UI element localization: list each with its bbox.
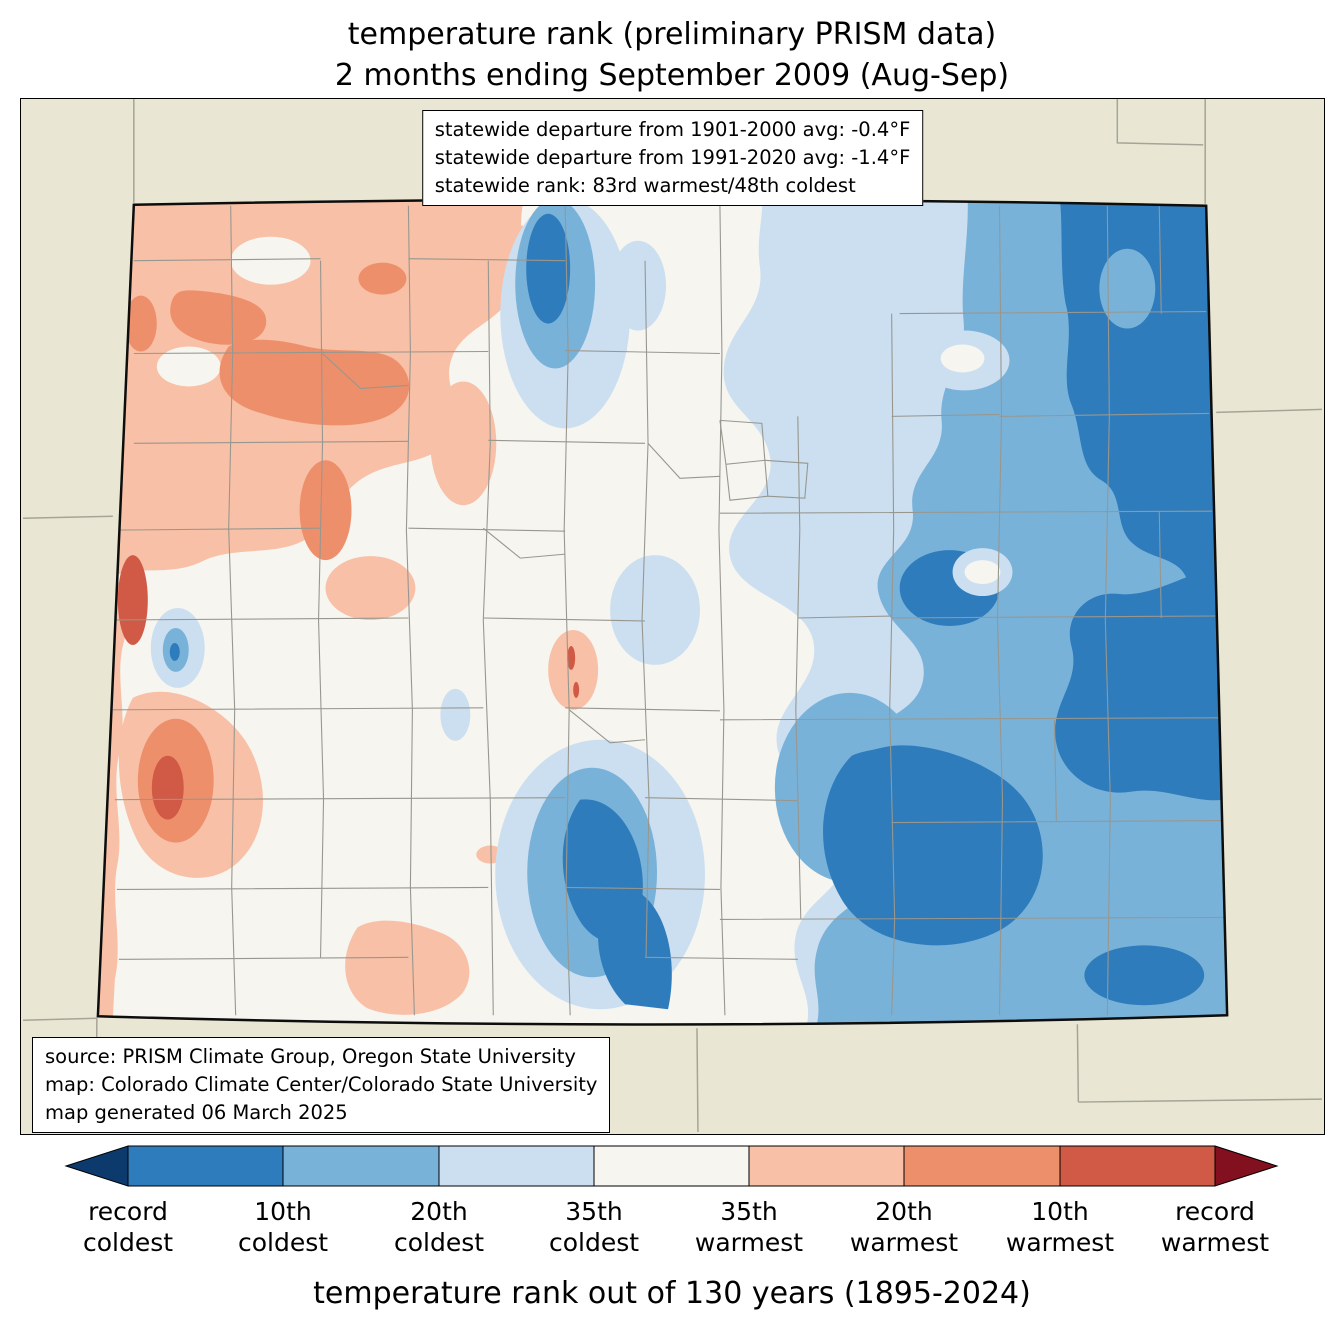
cool-spot-westcenter <box>440 688 471 741</box>
colorado-map <box>22 99 1323 1133</box>
warm-patch-central-west <box>430 381 497 506</box>
colorbar-label-record-coldest: record coldest <box>82 1197 174 1257</box>
stats-line-2: statewide departure from 1991-2020 avg: … <box>434 145 911 169</box>
stats-line-3: statewide rank: 83rd warmest/48th coldes… <box>434 173 856 197</box>
colorbar-label-10th-coldest: 10th coldest <box>237 1197 329 1257</box>
cool-dark-southcentral-2 <box>598 894 672 1010</box>
warm-region-south-bottom <box>345 920 470 1015</box>
source-attribution-box: source: PRISM Climate Group, Oregon Stat… <box>32 1037 611 1133</box>
colorbar-segment-10th-coldest <box>127 1145 284 1187</box>
county-borders <box>108 205 1225 1016</box>
source-line-1: source: PRISM Climate Group, Oregon Stat… <box>45 1045 576 1068</box>
cool-speck-frontrange <box>743 353 760 368</box>
colorbar-segment-35th-warmest <box>748 1145 905 1187</box>
warm-patch-westcenter <box>325 556 416 620</box>
cool-dark-west-speck <box>169 642 180 661</box>
cool-dark-eastcenter <box>1055 567 1228 801</box>
map-frame: statewide departure from 1901-2000 avg: … <box>20 98 1325 1135</box>
county-lines-horizontal <box>108 258 1225 960</box>
neutral-hole-central-east <box>964 560 1001 585</box>
title-line-1: temperature rank (preliminary PRISM data… <box>347 17 997 52</box>
colorbar-label-record-warmest: record warmest <box>1160 1197 1270 1257</box>
colorbar-arrow-record-coldest <box>64 1145 129 1187</box>
cool-dark-southeast-corner <box>1084 945 1205 1006</box>
cool-dark-northcentral <box>526 213 571 324</box>
colorbar-segment-35th-coldest <box>438 1145 595 1187</box>
colorbar-label-35th-coldest: 35th coldest <box>548 1197 640 1257</box>
cool-medium-hole-northeast <box>1099 248 1156 329</box>
warm-hot-center-speck-2 <box>573 681 580 698</box>
neutral-hole-northwest <box>230 236 311 285</box>
colorado-interior <box>97 199 1228 1025</box>
stats-line-1: statewide departure from 1901-2000 avg: … <box>434 118 911 141</box>
colorbar <box>64 1145 1279 1187</box>
warm-hot-southwest <box>151 755 184 820</box>
warm-core-northwest <box>219 339 410 426</box>
colorbar-label-20th-coldest: 20th coldest <box>393 1197 485 1257</box>
colorbar-label-35th-warmest: 35th warmest <box>694 1197 804 1257</box>
source-line-2: map: Colorado Climate Center/Colorado St… <box>45 1072 598 1096</box>
statewide-stats-box: statewide departure from 1901-2000 avg: … <box>421 110 924 206</box>
warm-core-north <box>358 262 407 295</box>
neutral-hole-east <box>940 344 985 373</box>
figure-title: temperature rank (preliminary PRISM data… <box>0 14 1344 96</box>
neutral-hole-west <box>156 346 221 387</box>
colorbar-axis-label: temperature rank out of 130 years (1895-… <box>313 1276 1031 1311</box>
colorbar-segment-20th-warmest <box>903 1145 1061 1187</box>
colorbar-segment-middle <box>593 1145 750 1187</box>
colorbar-segment-10th-warmest <box>1059 1145 1216 1187</box>
title-line-2: 2 months ending September 2009 (Aug-Sep) <box>334 58 1010 93</box>
colorbar-arrow-record-warmest <box>1214 1145 1279 1187</box>
colorbar-segment-20th-coldest <box>282 1145 440 1187</box>
warm-core-west-edge <box>124 295 157 352</box>
warm-core-northwest-2 <box>170 290 267 345</box>
warm-regions <box>97 199 628 1018</box>
warm-hot-center-speck <box>567 645 576 670</box>
colorbar-label-20th-warmest: 20th warmest <box>849 1197 959 1257</box>
cool-patch-northcenter <box>610 240 667 331</box>
warm-hot-west-edge <box>117 555 148 645</box>
county-lines-detail <box>322 353 809 744</box>
warm-spot-center <box>548 629 599 710</box>
cool-patch-center <box>610 555 700 665</box>
cool-dark-southeast <box>823 745 1043 946</box>
colorbar-label-10th-warmest: 10th warmest <box>1005 1197 1115 1257</box>
warm-core-westcenter <box>299 460 352 561</box>
source-line-3: map generated 06 March 2025 <box>45 1100 348 1124</box>
